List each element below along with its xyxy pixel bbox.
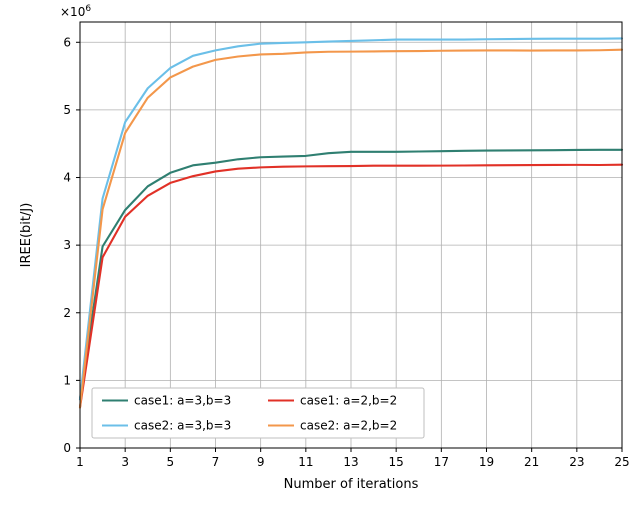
x-axis-label: Number of iterations xyxy=(284,477,419,492)
x-tick-label: 11 xyxy=(298,455,313,469)
x-tick-label: 9 xyxy=(257,455,265,469)
legend-label-case2_a2b2: case2: a=2,b=2 xyxy=(300,419,397,433)
y-tick-label: 5 xyxy=(63,103,71,117)
x-tick-label: 5 xyxy=(167,455,175,469)
y-tick-label: 3 xyxy=(63,238,71,252)
y-tick-label: 0 xyxy=(63,441,71,455)
legend: case1: a=3,b=3 case2: a=3,b=3 case1: a=2,b… xyxy=(92,388,424,438)
x-tick-label: 23 xyxy=(569,455,584,469)
x-tick-label: 13 xyxy=(343,455,358,469)
x-tick-label: 17 xyxy=(434,455,449,469)
x-tick-label: 25 xyxy=(614,455,629,469)
legend-label-case1_a2b2: case1: a=2,b=2 xyxy=(300,394,397,408)
legend-label-case1_a3b3: case1: a=3,b=3 xyxy=(134,394,231,408)
y-axis-label: IREE(bit/J) xyxy=(19,203,34,268)
x-tick-label: 7 xyxy=(212,455,220,469)
x-tick-label: 3 xyxy=(121,455,129,469)
y-tick-label: 6 xyxy=(63,35,71,49)
y-tick-label: 1 xyxy=(63,373,71,387)
legend-label-case2_a3b3: case2: a=3,b=3 xyxy=(134,419,231,433)
x-tick-label: 15 xyxy=(389,455,404,469)
y-tick-label: 4 xyxy=(63,171,71,185)
x-tick-label: 19 xyxy=(479,455,494,469)
y-tick-label: 2 xyxy=(63,306,71,320)
x-tick-label: 1 xyxy=(76,455,84,469)
x-tick-label: 21 xyxy=(524,455,539,469)
chart-svg: 1357911131517192123250123456×106Number o… xyxy=(0,0,640,506)
iree-convergence-chart: 1357911131517192123250123456×106Number o… xyxy=(0,0,640,506)
